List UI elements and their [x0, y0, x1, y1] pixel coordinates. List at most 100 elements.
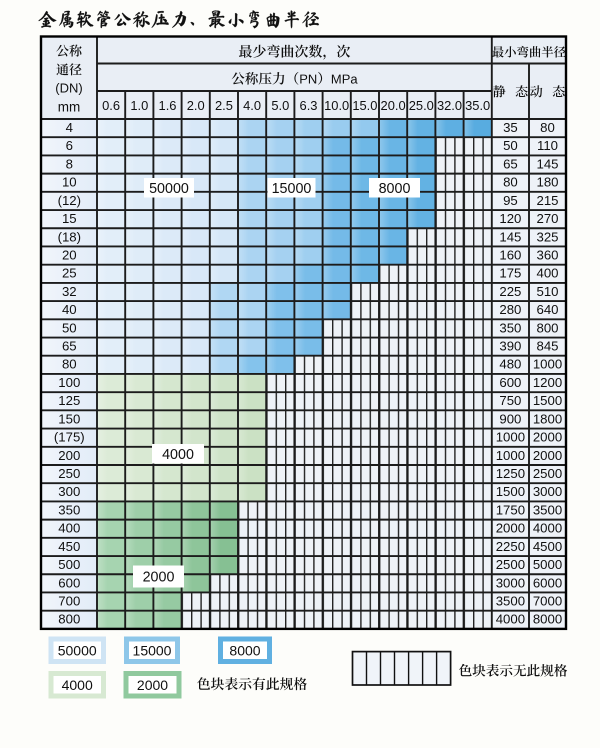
svg-text:360: 360 — [536, 248, 558, 263]
svg-text:845: 845 — [536, 339, 558, 354]
svg-text:120: 120 — [499, 211, 521, 226]
svg-text:5.0: 5.0 — [271, 98, 289, 113]
svg-text:640: 640 — [536, 302, 558, 317]
svg-text:1250: 1250 — [496, 466, 525, 481]
svg-text:2000: 2000 — [143, 570, 175, 586]
svg-text:145: 145 — [499, 229, 521, 244]
svg-text:25: 25 — [62, 266, 77, 281]
svg-text:175: 175 — [499, 266, 521, 281]
svg-text:35.0: 35.0 — [465, 98, 490, 113]
svg-text:110: 110 — [537, 138, 558, 153]
svg-text:32.0: 32.0 — [437, 98, 462, 113]
svg-text:(18): (18) — [58, 229, 81, 244]
svg-text:8: 8 — [66, 156, 73, 171]
svg-text:1000: 1000 — [496, 448, 525, 463]
svg-text:400: 400 — [536, 266, 558, 281]
svg-text:900: 900 — [499, 411, 521, 426]
svg-text:50000: 50000 — [149, 181, 189, 197]
svg-text:20.0: 20.0 — [381, 98, 406, 113]
svg-text:480: 480 — [499, 357, 521, 372]
svg-text:3000: 3000 — [533, 484, 562, 499]
svg-text:50: 50 — [62, 320, 77, 335]
svg-text:700: 700 — [58, 594, 80, 609]
svg-text:(175): (175) — [54, 430, 85, 445]
svg-text:510: 510 — [536, 284, 558, 299]
svg-text:150: 150 — [58, 411, 80, 426]
svg-text:10: 10 — [62, 175, 77, 190]
svg-text:180: 180 — [536, 175, 558, 190]
svg-text:800: 800 — [536, 320, 558, 335]
svg-text:160: 160 — [499, 248, 521, 263]
svg-text:15000: 15000 — [272, 181, 312, 197]
svg-text:(DN): (DN) — [55, 81, 82, 96]
svg-text:1200: 1200 — [533, 375, 562, 390]
svg-text:215: 215 — [536, 193, 558, 208]
svg-text:125: 125 — [58, 393, 80, 408]
svg-text:80: 80 — [540, 120, 555, 135]
svg-text:5000: 5000 — [533, 557, 562, 572]
svg-text:4000: 4000 — [162, 447, 194, 463]
svg-text:600: 600 — [499, 375, 521, 390]
svg-text:6000: 6000 — [533, 575, 562, 590]
svg-text:15: 15 — [62, 211, 77, 226]
svg-text:40: 40 — [62, 302, 77, 317]
svg-text:6: 6 — [66, 138, 73, 153]
svg-text:15000: 15000 — [133, 642, 172, 658]
svg-text:0.6: 0.6 — [102, 98, 120, 113]
svg-text:450: 450 — [58, 539, 80, 554]
svg-text:15.0: 15.0 — [352, 98, 377, 113]
svg-text:600: 600 — [58, 575, 80, 590]
svg-text:20: 20 — [62, 248, 77, 263]
svg-text:80: 80 — [62, 357, 77, 372]
svg-text:8000: 8000 — [533, 612, 562, 627]
svg-text:200: 200 — [58, 448, 80, 463]
svg-text:2000: 2000 — [496, 521, 525, 536]
svg-text:50000: 50000 — [58, 642, 97, 658]
svg-text:2000: 2000 — [533, 448, 562, 463]
svg-text:3500: 3500 — [496, 594, 525, 609]
svg-text:65: 65 — [503, 156, 518, 171]
svg-text:145: 145 — [536, 156, 558, 171]
svg-text:2000: 2000 — [533, 430, 562, 445]
svg-text:95: 95 — [503, 193, 518, 208]
svg-text:2250: 2250 — [496, 539, 525, 554]
svg-text:(12): (12) — [58, 193, 81, 208]
svg-text:25.0: 25.0 — [409, 98, 434, 113]
svg-text:7000: 7000 — [533, 594, 562, 609]
svg-text:1800: 1800 — [533, 411, 562, 426]
svg-text:3500: 3500 — [533, 502, 562, 517]
svg-text:80: 80 — [503, 175, 518, 190]
svg-text:2.0: 2.0 — [187, 98, 205, 113]
svg-text:4.0: 4.0 — [243, 98, 261, 113]
svg-text:4000: 4000 — [533, 521, 562, 536]
svg-text:1.0: 1.0 — [130, 98, 148, 113]
svg-text:400: 400 — [58, 521, 80, 536]
svg-text:35: 35 — [503, 120, 518, 135]
svg-text:10.0: 10.0 — [324, 98, 349, 113]
svg-text:1500: 1500 — [496, 484, 525, 499]
svg-text:1000: 1000 — [496, 430, 525, 445]
svg-text:100: 100 — [58, 375, 80, 390]
svg-text:1.6: 1.6 — [159, 98, 177, 113]
svg-text:65: 65 — [62, 339, 77, 354]
svg-text:4000: 4000 — [62, 677, 93, 693]
svg-text:350: 350 — [499, 320, 521, 335]
svg-text:500: 500 — [58, 557, 80, 572]
svg-text:1750: 1750 — [496, 502, 525, 517]
svg-text:4000: 4000 — [496, 612, 525, 627]
svg-text:250: 250 — [58, 466, 80, 481]
svg-text:270: 270 — [536, 211, 558, 226]
svg-text:32: 32 — [62, 284, 77, 299]
svg-text:325: 325 — [536, 229, 558, 244]
svg-text:6.3: 6.3 — [300, 98, 318, 113]
svg-text:225: 225 — [499, 284, 521, 299]
svg-text:4: 4 — [66, 120, 73, 135]
svg-text:8000: 8000 — [229, 642, 260, 658]
svg-text:50: 50 — [503, 138, 518, 153]
svg-text:280: 280 — [499, 302, 521, 317]
svg-text:4500: 4500 — [533, 539, 562, 554]
svg-text:3000: 3000 — [496, 575, 525, 590]
svg-text:2000: 2000 — [137, 677, 168, 693]
svg-text:2.5: 2.5 — [215, 98, 233, 113]
svg-text:2500: 2500 — [496, 557, 525, 572]
